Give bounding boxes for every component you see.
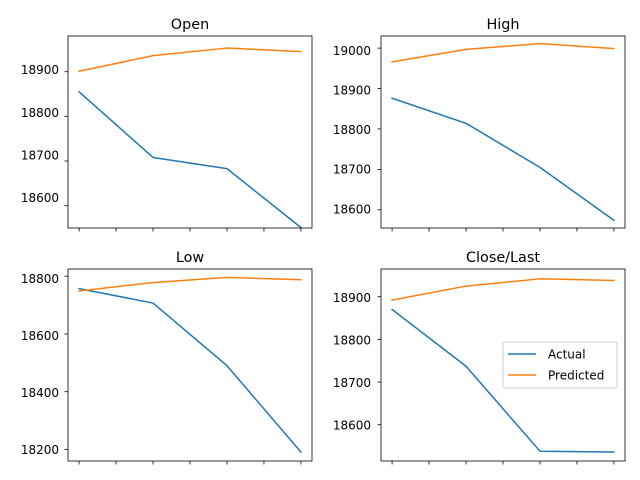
legend-label-actual: Actual — [548, 348, 586, 362]
series-line-actual — [78, 90, 302, 229]
y-tick-label: 18800 — [21, 272, 59, 286]
y-tick-labels: 18600 18700 18800 18900 — [333, 291, 371, 433]
axes-frame — [380, 268, 626, 462]
y-tick-label: 18900 — [333, 291, 371, 305]
legend: Actual Predicted — [502, 341, 618, 389]
series-line-predicted — [391, 42, 615, 63]
subplot-title: High — [486, 17, 519, 33]
plot-marks — [377, 35, 626, 232]
y-tick-label: 18700 — [333, 376, 371, 390]
series-line-predicted — [78, 47, 302, 73]
plot-marks — [64, 35, 313, 232]
y-tick-label: 18700 — [21, 148, 59, 162]
subplot-high: High 18600 18700 18800 18900 19000 — [333, 17, 626, 232]
axes-frame — [67, 268, 313, 462]
series-line-predicted — [78, 276, 302, 292]
y-tick-label: 18800 — [333, 333, 371, 347]
plot-marks — [377, 268, 626, 465]
y-tick-labels: 18200 18400 18600 18800 — [21, 272, 59, 457]
series-line-actual — [391, 97, 615, 222]
subplot-title: Low — [176, 250, 205, 266]
y-tick-label: 18800 — [333, 123, 371, 137]
subplot-title: Close/Last — [466, 250, 540, 266]
legend-label-predicted: Predicted — [548, 369, 604, 383]
y-tick-label: 18700 — [333, 163, 371, 177]
y-tick-label: 18900 — [333, 84, 371, 98]
y-tick-label: 18600 — [21, 191, 59, 205]
y-tick-label: 18600 — [333, 202, 371, 216]
y-tick-label: 18400 — [21, 386, 59, 400]
plot-marks — [64, 268, 313, 465]
subplot-title: Open — [171, 17, 209, 33]
y-tick-label: 19000 — [333, 44, 371, 58]
y-tick-labels: 18600 18700 18800 18900 — [21, 63, 59, 205]
axes-frame — [67, 35, 313, 229]
y-tick-label: 18800 — [21, 106, 59, 120]
series-line-actual — [391, 308, 615, 453]
y-tick-label: 18200 — [21, 443, 59, 457]
y-tick-label: 18600 — [333, 419, 371, 433]
axes-frame — [380, 35, 626, 229]
y-tick-label: 18600 — [21, 329, 59, 343]
subplot-close-last: Close/Last 18600 18700 18800 18900 Actua… — [333, 250, 626, 465]
y-tick-label: 18900 — [21, 63, 59, 77]
series-line-predicted — [391, 278, 615, 302]
subplot-open: Open 18600 18700 18800 18900 — [21, 17, 313, 232]
subplot-low: Low 18200 18400 18600 18800 — [21, 250, 313, 465]
series-line-actual — [78, 287, 302, 454]
y-tick-labels: 18600 18700 18800 18900 19000 — [333, 44, 371, 216]
